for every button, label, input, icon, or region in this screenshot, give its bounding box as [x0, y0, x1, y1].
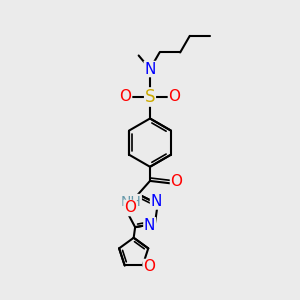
Text: O: O	[170, 174, 182, 189]
Text: N: N	[151, 194, 162, 209]
Text: N: N	[144, 61, 156, 76]
Text: S: S	[145, 88, 155, 106]
Text: O: O	[120, 89, 132, 104]
Text: O: O	[124, 200, 136, 215]
Text: O: O	[143, 260, 155, 274]
Text: NH: NH	[121, 194, 141, 208]
Text: O: O	[168, 89, 180, 104]
Text: N: N	[144, 218, 155, 233]
